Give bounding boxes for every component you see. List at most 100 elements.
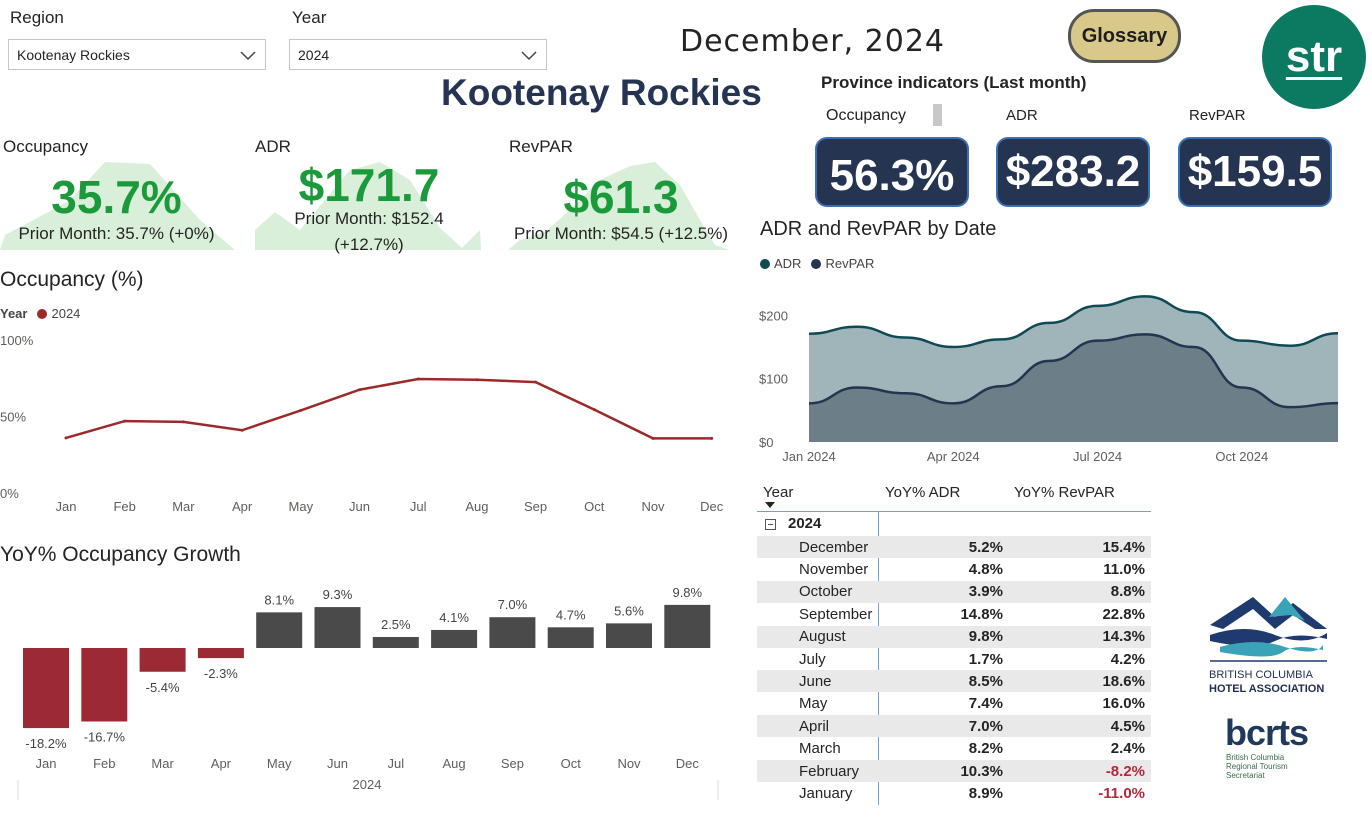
glossary-button[interactable]: Glossary — [1068, 9, 1181, 63]
yoy-x-tick: Aug — [443, 756, 466, 771]
table-row[interactable]: April 7.0% 4.5% — [757, 715, 1151, 738]
yoy-x-tick: Jun — [327, 756, 348, 771]
table-cell-month: February — [799, 762, 860, 780]
region-dropdown-value: Kootenay Rockies — [17, 46, 130, 63]
table-row[interactable]: May 7.4% 16.0% — [757, 693, 1151, 715]
occupancy-point — [710, 436, 714, 440]
kpi-adr-value: $171.7 — [298, 159, 440, 211]
yoy-x-tick: Dec — [676, 756, 700, 771]
table-column-divider — [878, 512, 879, 805]
table-row[interactable]: January 8.9% -11.0% — [757, 782, 1151, 804]
year-dropdown-value: 2024 — [298, 46, 330, 63]
occupancy-chart-title: Occupancy (%) — [0, 268, 144, 291]
occupancy-point — [240, 428, 244, 432]
yoy-data-label: 4.7% — [556, 607, 586, 622]
table-header-year[interactable]: Year — [763, 484, 794, 501]
occupancy-x-tick: Aug — [465, 499, 488, 514]
table-row[interactable]: July 1.7% 4.2% — [757, 648, 1151, 670]
table-cell-month: January — [799, 784, 853, 802]
occupancy-point — [181, 420, 185, 424]
table-row[interactable]: June 8.5% 18.6% — [757, 670, 1151, 693]
occupancy-point — [299, 408, 303, 412]
area-y-tick: $200 — [759, 308, 788, 323]
yoy-x-tick: Oct — [561, 756, 582, 771]
table-cell-revpar: 14.3% — [1102, 628, 1145, 646]
year-dropdown[interactable]: 2024 — [289, 39, 547, 70]
occupancy-x-tick: Jun — [349, 499, 370, 514]
province-revpar-card: $159.5 — [1178, 137, 1332, 207]
adr-line — [808, 295, 1339, 349]
table-row[interactable]: February 10.3% -8.2% — [757, 760, 1151, 782]
yoy-data-label: -18.2% — [25, 736, 67, 751]
occupancy-x-tick: Nov — [641, 499, 665, 514]
yoy-data-label: -16.7% — [84, 729, 126, 744]
table-cell-adr: 8.9% — [968, 784, 1003, 802]
table-row[interactable]: March 8.2% 2.4% — [757, 738, 1151, 760]
province-adr-value: $283.2 — [1005, 147, 1141, 196]
province-occupancy-card: 56.3% — [815, 137, 969, 207]
region-title: Kootenay Rockies — [441, 72, 762, 113]
chevron-down-icon — [521, 50, 537, 60]
table-cell-month: August — [799, 628, 846, 646]
occupancy-x-tick: Jan — [56, 499, 77, 514]
yoy-bar — [431, 629, 478, 648]
area-x-tick: Oct 2024 — [1215, 449, 1268, 464]
occupancy-x-tick: May — [289, 499, 314, 514]
occupancy-point — [651, 436, 655, 440]
bcha-logo-line2: HOTEL ASSOCIATION — [1209, 683, 1325, 695]
table-cell-month: May — [799, 695, 828, 713]
kpi-revpar-label: RevPAR — [509, 137, 573, 156]
table-row[interactable]: August 9.8% 14.3% — [757, 625, 1151, 648]
occupancy-legend-item[interactable]: 2024 — [51, 306, 81, 321]
table-header-adr[interactable]: YoY% ADR — [885, 484, 961, 501]
table-cell-month: November — [799, 560, 869, 578]
province-occupancy-label: Occupancy — [826, 107, 907, 124]
table-row[interactable]: December 5.2% 15.4% — [757, 536, 1151, 558]
table-cell-adr: 8.2% — [968, 740, 1003, 758]
kpi-adr-prior-line2: (+12.7%) — [334, 235, 404, 254]
yoy-bar — [197, 648, 244, 659]
legend-revpar[interactable]: RevPAR — [825, 256, 875, 271]
kpi-occupancy-value: 35.7% — [51, 171, 182, 223]
region-filter-label: Region — [10, 8, 64, 27]
revpar-line — [808, 333, 1339, 409]
str-logo: str — [1262, 5, 1366, 109]
table-cell-revpar: 22.8% — [1102, 605, 1145, 623]
legend-dot-revpar — [811, 258, 822, 269]
yoy-bar — [81, 648, 128, 722]
table-row[interactable]: November 4.8% 11.0% — [757, 558, 1151, 580]
sort-down-icon[interactable] — [765, 502, 775, 508]
revpar-area — [809, 334, 1338, 442]
yoy-data-label: -2.3% — [204, 666, 238, 681]
yoy-data-label: 8.1% — [264, 592, 294, 607]
table-group-2024: 2024 — [788, 515, 822, 532]
table-cell-adr: 7.4% — [968, 695, 1003, 713]
table-header-revpar[interactable]: YoY% RevPAR — [1014, 484, 1115, 501]
yoy-bar — [606, 623, 652, 648]
yoy-data-label: -5.4% — [146, 680, 180, 695]
kpi-revpar-value: $61.3 — [563, 171, 679, 223]
collapse-icon[interactable] — [765, 519, 776, 530]
table-cell-revpar: 18.6% — [1102, 672, 1145, 690]
yoy-data-label: 4.1% — [439, 610, 469, 625]
area-y-tick: $100 — [759, 372, 788, 387]
table-row[interactable]: September 14.8% 22.8% — [757, 603, 1151, 625]
occupancy-legend: Year 2024 — [0, 306, 80, 321]
yoy-x-tick: Jul — [387, 756, 404, 771]
table-header-divider — [757, 511, 1151, 512]
province-indicators-title: Province indicators (Last month) — [821, 73, 1087, 92]
legend-adr[interactable]: ADR — [774, 256, 802, 271]
occupancy-legend-title: Year — [0, 306, 28, 321]
yoy-data-label: 9.8% — [672, 585, 702, 600]
table-row[interactable]: October 3.9% 8.8% — [757, 580, 1151, 603]
yoy-occupancy-chart-title: YoY% Occupancy Growth — [0, 543, 241, 566]
bcrts-logo-sub: British Columbia Regional Tourism Secret… — [1226, 753, 1288, 780]
region-dropdown[interactable]: Kootenay Rockies — [8, 39, 266, 70]
table-cell-revpar: 15.4% — [1102, 538, 1145, 556]
table-cell-revpar: 4.2% — [1110, 650, 1145, 668]
occupancy-point — [592, 408, 596, 412]
table-cell-adr: 7.0% — [968, 717, 1003, 735]
yoy-data-label: 9.3% — [323, 587, 353, 602]
occupancy-point — [358, 388, 361, 392]
province-occupancy-value: 56.3% — [829, 151, 955, 200]
